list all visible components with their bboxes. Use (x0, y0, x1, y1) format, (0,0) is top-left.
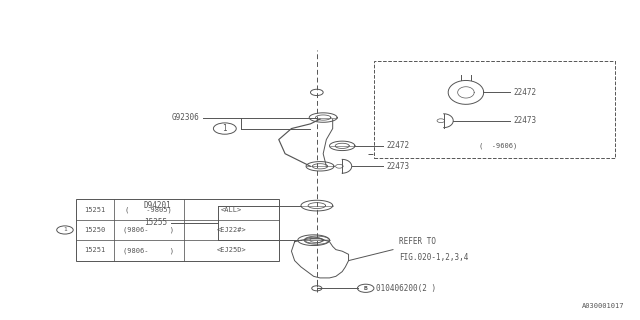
Text: 1: 1 (63, 228, 67, 232)
Text: 15255: 15255 (145, 218, 168, 228)
Text: <EJ22#>: <EJ22#> (216, 227, 246, 233)
Text: 15251: 15251 (84, 206, 106, 212)
Text: 22473: 22473 (387, 162, 410, 171)
Text: REFER TO: REFER TO (399, 237, 436, 246)
Text: 15251: 15251 (84, 247, 106, 253)
Text: 22472: 22472 (387, 141, 410, 150)
Text: 15250: 15250 (84, 227, 106, 233)
Text: (  -9606): ( -9606) (479, 143, 517, 149)
Text: B: B (364, 286, 367, 291)
Text: A030001017: A030001017 (582, 303, 625, 309)
Text: 1: 1 (223, 124, 227, 133)
Text: 22472: 22472 (513, 88, 536, 97)
Text: FIG.020-1,2,3,4: FIG.020-1,2,3,4 (399, 253, 468, 262)
Bar (374, 61, 615, 158)
Text: 010406200(2 ): 010406200(2 ) (376, 284, 436, 293)
Text: G92306: G92306 (172, 113, 200, 122)
Text: 22473: 22473 (513, 116, 536, 125)
Text: D94201: D94201 (143, 201, 171, 210)
Text: (9806-     ): (9806- ) (123, 247, 174, 254)
Text: <ALL>: <ALL> (221, 206, 242, 212)
Text: <EJ25D>: <EJ25D> (216, 247, 246, 253)
Text: (    -9805): ( -9805) (125, 206, 172, 213)
Bar (76, 199, 279, 260)
Text: (9806-     ): (9806- ) (123, 227, 174, 233)
